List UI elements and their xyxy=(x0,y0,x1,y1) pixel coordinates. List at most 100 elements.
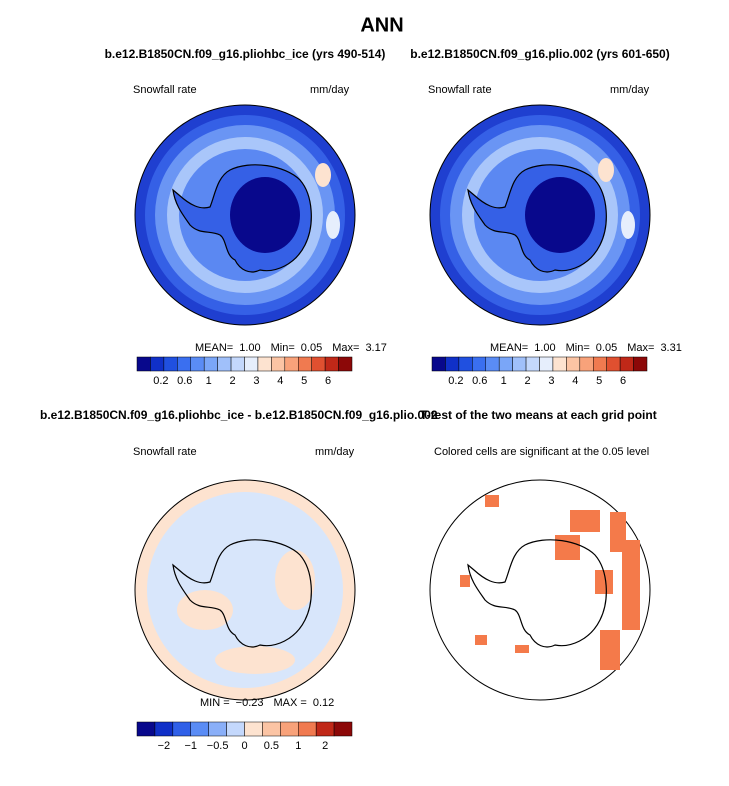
figure-title: ANN xyxy=(360,14,403,36)
colorbar-label: 3 xyxy=(548,375,554,387)
colorbar-label: −0.5 xyxy=(207,740,229,752)
colorbar-swatch xyxy=(458,356,473,372)
stat-text: 0.05 xyxy=(301,342,322,354)
panel-title: b.e12.B1850CN.f09_g16.plio.002 (yrs 601-… xyxy=(410,47,669,61)
colorbar-label: 6 xyxy=(620,375,626,387)
colorbar-swatch xyxy=(163,356,178,372)
colorbar-swatch xyxy=(244,721,263,737)
stat-text: 1.00 xyxy=(534,342,555,354)
colorbar-swatch xyxy=(324,356,339,372)
stat-text: 1.00 xyxy=(239,342,260,354)
colorbar-swatch xyxy=(512,356,527,372)
stat-text: Min= xyxy=(566,342,590,354)
colorbar-swatch xyxy=(230,356,245,372)
colorbar-swatch xyxy=(431,356,446,372)
colorbar-swatch xyxy=(315,721,335,737)
panel-label: Snowfall rate xyxy=(428,84,492,96)
stat-text: Min= xyxy=(271,342,295,354)
colorbar-label: −2 xyxy=(158,740,171,752)
colorbar-swatch xyxy=(136,356,151,372)
stat-text: MEAN= xyxy=(490,342,528,354)
colorbar-swatch xyxy=(566,356,581,372)
colorbar-label: 0.5 xyxy=(264,740,279,752)
colorbar-swatch xyxy=(606,356,621,372)
map xyxy=(429,479,651,701)
colorbar-label: 1 xyxy=(295,740,301,752)
colorbar-swatch xyxy=(539,356,554,372)
colorbar-swatch xyxy=(333,721,353,737)
colorbar-swatch xyxy=(298,721,317,737)
stat-text: MIN = xyxy=(200,697,230,709)
panel-title: b.e12.B1850CN.f09_g16.pliohbc_ice - b.e1… xyxy=(40,408,438,422)
panel-units: mm/day xyxy=(310,84,350,96)
colorbar-swatch xyxy=(172,721,191,737)
colorbar-swatch xyxy=(190,356,205,372)
stat-text: Max= xyxy=(332,342,359,354)
colorbar-label: 1 xyxy=(206,375,212,387)
panel-title: b.e12.B1850CN.f09_g16.pliohbc_ice (yrs 4… xyxy=(105,47,386,61)
colorbar-label: 5 xyxy=(301,375,307,387)
colorbar-label: 2 xyxy=(322,740,328,752)
colorbar-label: 0.2 xyxy=(153,375,168,387)
colorbar-label: 3 xyxy=(253,375,259,387)
colorbar-swatch xyxy=(498,356,513,372)
stat-text: 3.31 xyxy=(660,342,681,354)
colorbar-label: 0.2 xyxy=(448,375,463,387)
colorbar-swatch xyxy=(262,721,281,737)
stat-text: MAX = xyxy=(274,697,307,709)
colorbar-swatch xyxy=(208,721,227,737)
stat-text: 3.17 xyxy=(365,342,386,354)
colorbar-swatch xyxy=(311,356,326,372)
colorbar-swatch xyxy=(525,356,540,372)
panel-label: Snowfall rate xyxy=(133,84,197,96)
colorbar-swatch xyxy=(154,721,174,737)
colorbar-label: 5 xyxy=(596,375,602,387)
panel-label: Colored cells are significant at the 0.0… xyxy=(434,446,649,458)
colorbar-swatch xyxy=(619,356,634,372)
stat-text: 0.12 xyxy=(313,697,334,709)
colorbar-swatch xyxy=(284,356,299,372)
colorbar-swatch xyxy=(244,356,259,372)
colorbar-swatch xyxy=(190,721,209,737)
stat-text: MEAN= xyxy=(195,342,233,354)
colorbar-label: 2 xyxy=(524,375,530,387)
colorbar-swatch xyxy=(298,356,312,372)
colorbar-swatch xyxy=(226,721,245,737)
panel-title: T-test of the two means at each grid poi… xyxy=(420,408,657,422)
colorbar-label: 1 xyxy=(501,375,507,387)
colorbar-swatch xyxy=(633,356,648,372)
panel-units: mm/day xyxy=(315,446,355,458)
stat-text: Max= xyxy=(627,342,654,354)
colorbar-swatch xyxy=(257,356,272,372)
colorbar-swatch xyxy=(593,356,607,372)
colorbar-swatch xyxy=(338,356,353,372)
colorbar-swatch xyxy=(280,721,299,737)
colorbar-label: 4 xyxy=(277,375,283,387)
colorbar-swatch xyxy=(579,356,594,372)
colorbar-swatch xyxy=(217,356,232,372)
colorbar-label: 0 xyxy=(241,740,247,752)
map xyxy=(134,479,356,701)
colorbar-swatch xyxy=(203,356,218,372)
colorbar-swatch xyxy=(445,356,460,372)
colorbar-swatch xyxy=(136,721,156,737)
stat-text: 0.05 xyxy=(596,342,617,354)
colorbar-swatch xyxy=(552,356,567,372)
panel-units: mm/day xyxy=(610,84,650,96)
colorbar-label: 0.6 xyxy=(177,375,192,387)
colorbar-swatch xyxy=(177,356,191,372)
colorbar-label: 0.6 xyxy=(472,375,487,387)
stat-text: −0.23 xyxy=(236,697,264,709)
colorbar-label: 2 xyxy=(229,375,235,387)
colorbar-swatch xyxy=(472,356,486,372)
colorbar-swatch xyxy=(271,356,286,372)
colorbar-swatch xyxy=(485,356,500,372)
map xyxy=(429,104,651,326)
colorbar-label: 4 xyxy=(572,375,578,387)
colorbar-label: 6 xyxy=(325,375,331,387)
panel-label: Snowfall rate xyxy=(133,446,197,458)
colorbar-swatch xyxy=(150,356,165,372)
colorbar-label: −1 xyxy=(184,740,197,752)
map xyxy=(134,104,356,326)
